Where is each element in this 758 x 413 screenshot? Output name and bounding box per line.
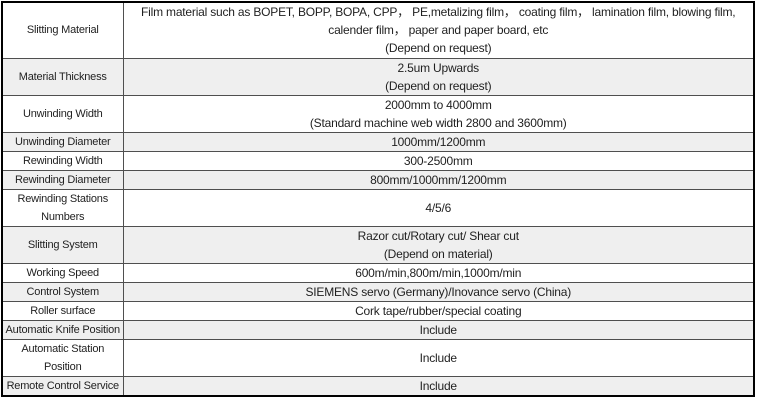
table-row: Control System SIEMENS servo (Germany)/I… bbox=[1, 281, 755, 302]
row-label: Rewinding Diameter bbox=[1, 169, 124, 190]
row-label-line: Working Speed bbox=[26, 266, 100, 279]
row-value-line: 800mm/1000mm/1200mm bbox=[370, 172, 507, 187]
row-value-line: 1000mm/1200mm bbox=[391, 134, 486, 149]
row-label-line: Control System bbox=[26, 285, 100, 298]
row-value-line: 4/5/6 bbox=[425, 200, 452, 215]
row-value-line: 600m/min,800m/min,1000m/min bbox=[355, 265, 522, 280]
row-value-line: Film material such as BOPET, BOPP, BOPA,… bbox=[141, 5, 736, 38]
row-label-line: Rewinding Diameter bbox=[15, 173, 111, 186]
row-label-line: Rewinding Stations bbox=[17, 192, 109, 205]
row-label: Working Speed bbox=[1, 262, 124, 283]
row-value-line: SIEMENS servo (Germany)/Inovance servo (… bbox=[305, 284, 572, 299]
table-row: Automatic Station Position Include bbox=[1, 338, 755, 377]
row-label: Automatic Station Position bbox=[1, 338, 124, 377]
row-value-line: 2.5um Upwards bbox=[397, 60, 480, 75]
row-value: 4/5/6 bbox=[122, 188, 755, 227]
row-label: Unwinding Diameter bbox=[1, 131, 124, 152]
row-value-line: 2000mm to 4000mm bbox=[384, 97, 492, 112]
row-label: Remote Control Service bbox=[1, 375, 124, 396]
row-value: 1000mm/1200mm bbox=[122, 131, 755, 152]
row-value-line: Include bbox=[419, 378, 457, 393]
table-row: Rewinding Diameter 800mm/1000mm/1200mm bbox=[1, 169, 755, 190]
row-label-line: Numbers bbox=[41, 210, 85, 223]
row-value-line: (Standard machine web width 2800 and 360… bbox=[309, 115, 567, 130]
row-value: Include bbox=[122, 375, 755, 396]
table-row: Slitting System Razor cut/Rotary cut/ Sh… bbox=[1, 225, 755, 264]
row-label-line: Roller surface bbox=[30, 304, 96, 317]
table-row: Automatic Knife Position Include bbox=[1, 319, 755, 340]
row-value: Include bbox=[122, 319, 755, 340]
row-value: 800mm/1000mm/1200mm bbox=[122, 169, 755, 190]
row-label-line: Rewinding Width bbox=[22, 154, 103, 167]
row-label: Rewinding Stations Numbers bbox=[1, 188, 124, 227]
row-label: Automatic Knife Position bbox=[1, 319, 124, 340]
row-label-line: Position bbox=[43, 360, 82, 373]
table-row: Remote Control Service Include bbox=[1, 375, 755, 396]
row-value: Cork tape/rubber/special coating bbox=[122, 300, 755, 321]
row-value: 600m/min,800m/min,1000m/min bbox=[122, 262, 755, 283]
row-label-line: Slitting Material bbox=[26, 24, 99, 37]
row-value-line: 300-2500mm bbox=[403, 153, 473, 168]
table-row: Working Speed 600m/min,800m/min,1000m/mi… bbox=[1, 262, 755, 283]
row-label-line: Unwinding Diameter bbox=[15, 135, 111, 148]
row-label-line: Automatic Station bbox=[21, 342, 105, 355]
row-value-line: Cork tape/rubber/special coating bbox=[355, 303, 522, 318]
row-value-line: (Depend on request) bbox=[385, 78, 492, 93]
row-value: 2000mm to 4000mm (Standard machine web w… bbox=[122, 94, 755, 133]
row-label: Slitting Material bbox=[1, 1, 124, 59]
row-label-line: Automatic Knife Position bbox=[5, 323, 121, 336]
row-value-line: Razor cut/Rotary cut/ Shear cut bbox=[357, 228, 519, 243]
row-value-line: Include bbox=[419, 322, 457, 337]
row-value-line: (Depend on request) bbox=[385, 41, 492, 56]
table-row: Rewinding Stations Numbers 4/5/6 bbox=[1, 188, 755, 227]
row-label: Control System bbox=[1, 281, 124, 302]
table-row: Unwinding Diameter 1000mm/1200mm bbox=[1, 131, 755, 152]
row-label: Unwinding Width bbox=[1, 94, 124, 133]
row-value: Razor cut/Rotary cut/ Shear cut (Depend … bbox=[122, 225, 755, 264]
table-row: Unwinding Width 2000mm to 4000mm (Standa… bbox=[1, 94, 755, 133]
row-label: Rewinding Width bbox=[1, 150, 124, 171]
specs-table: Slitting Material Film material such as … bbox=[1, 1, 755, 397]
row-value: Include bbox=[122, 338, 755, 377]
row-value: 2.5um Upwards (Depend on request) bbox=[122, 57, 755, 96]
row-label: Material Thickness bbox=[1, 57, 124, 96]
row-value: 300-2500mm bbox=[122, 150, 755, 171]
table-row: Slitting Material Film material such as … bbox=[1, 1, 755, 59]
table-row: Roller surface Cork tape/rubber/special … bbox=[1, 300, 755, 321]
row-label-line: Remote Control Service bbox=[6, 379, 120, 392]
row-label: Roller surface bbox=[1, 300, 124, 321]
row-value: Film material such as BOPET, BOPP, BOPA,… bbox=[122, 1, 755, 59]
row-label-line: Material Thickness bbox=[18, 70, 107, 83]
row-value: SIEMENS servo (Germany)/Inovance servo (… bbox=[122, 281, 755, 302]
row-label: Slitting System bbox=[1, 225, 124, 264]
row-label-line: Unwinding Width bbox=[22, 107, 103, 120]
table-row: Material Thickness 2.5um Upwards (Depend… bbox=[1, 57, 755, 96]
row-value-line: (Depend on material) bbox=[383, 246, 493, 261]
row-label-line: Slitting System bbox=[27, 238, 98, 251]
row-value-line: Include bbox=[419, 350, 457, 365]
table-row: Rewinding Width 300-2500mm bbox=[1, 150, 755, 171]
